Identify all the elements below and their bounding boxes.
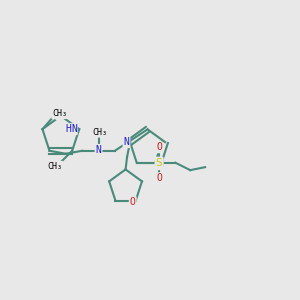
Text: O: O xyxy=(156,142,162,152)
Text: CH₃: CH₃ xyxy=(47,162,62,171)
Text: N: N xyxy=(71,124,77,134)
Text: N: N xyxy=(124,137,129,147)
Text: O: O xyxy=(130,197,136,207)
Text: CH₃: CH₃ xyxy=(52,109,67,118)
Text: S: S xyxy=(156,158,162,168)
Text: N: N xyxy=(96,145,101,155)
Text: N: N xyxy=(56,109,62,119)
Text: O: O xyxy=(156,173,162,183)
Text: N: N xyxy=(157,159,163,169)
Text: CH₃: CH₃ xyxy=(92,128,107,137)
Text: H: H xyxy=(65,124,71,134)
